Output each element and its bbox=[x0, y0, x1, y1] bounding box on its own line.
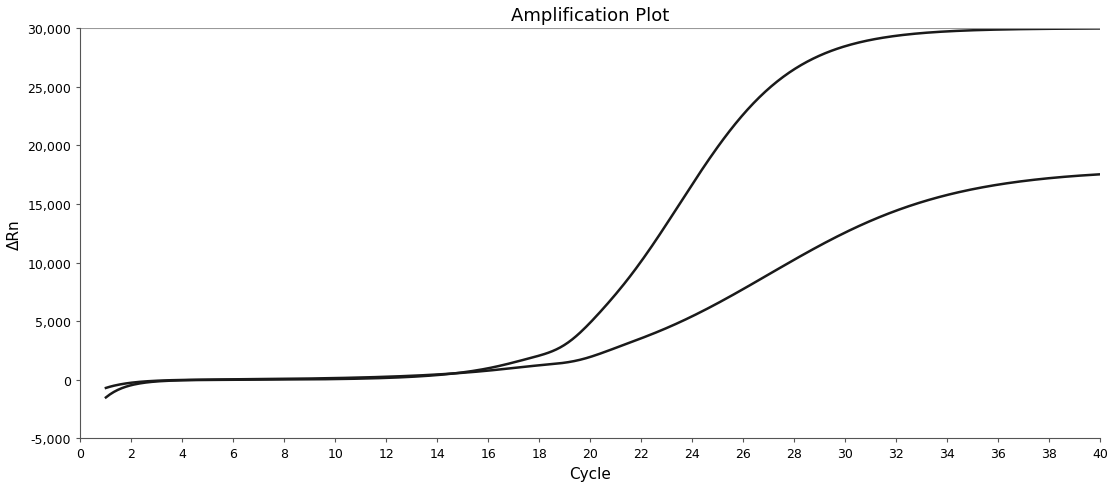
Y-axis label: ΔRn: ΔRn bbox=[7, 219, 22, 249]
Title: Amplification Plot: Amplification Plot bbox=[511, 7, 669, 25]
X-axis label: Cycle: Cycle bbox=[570, 466, 611, 481]
